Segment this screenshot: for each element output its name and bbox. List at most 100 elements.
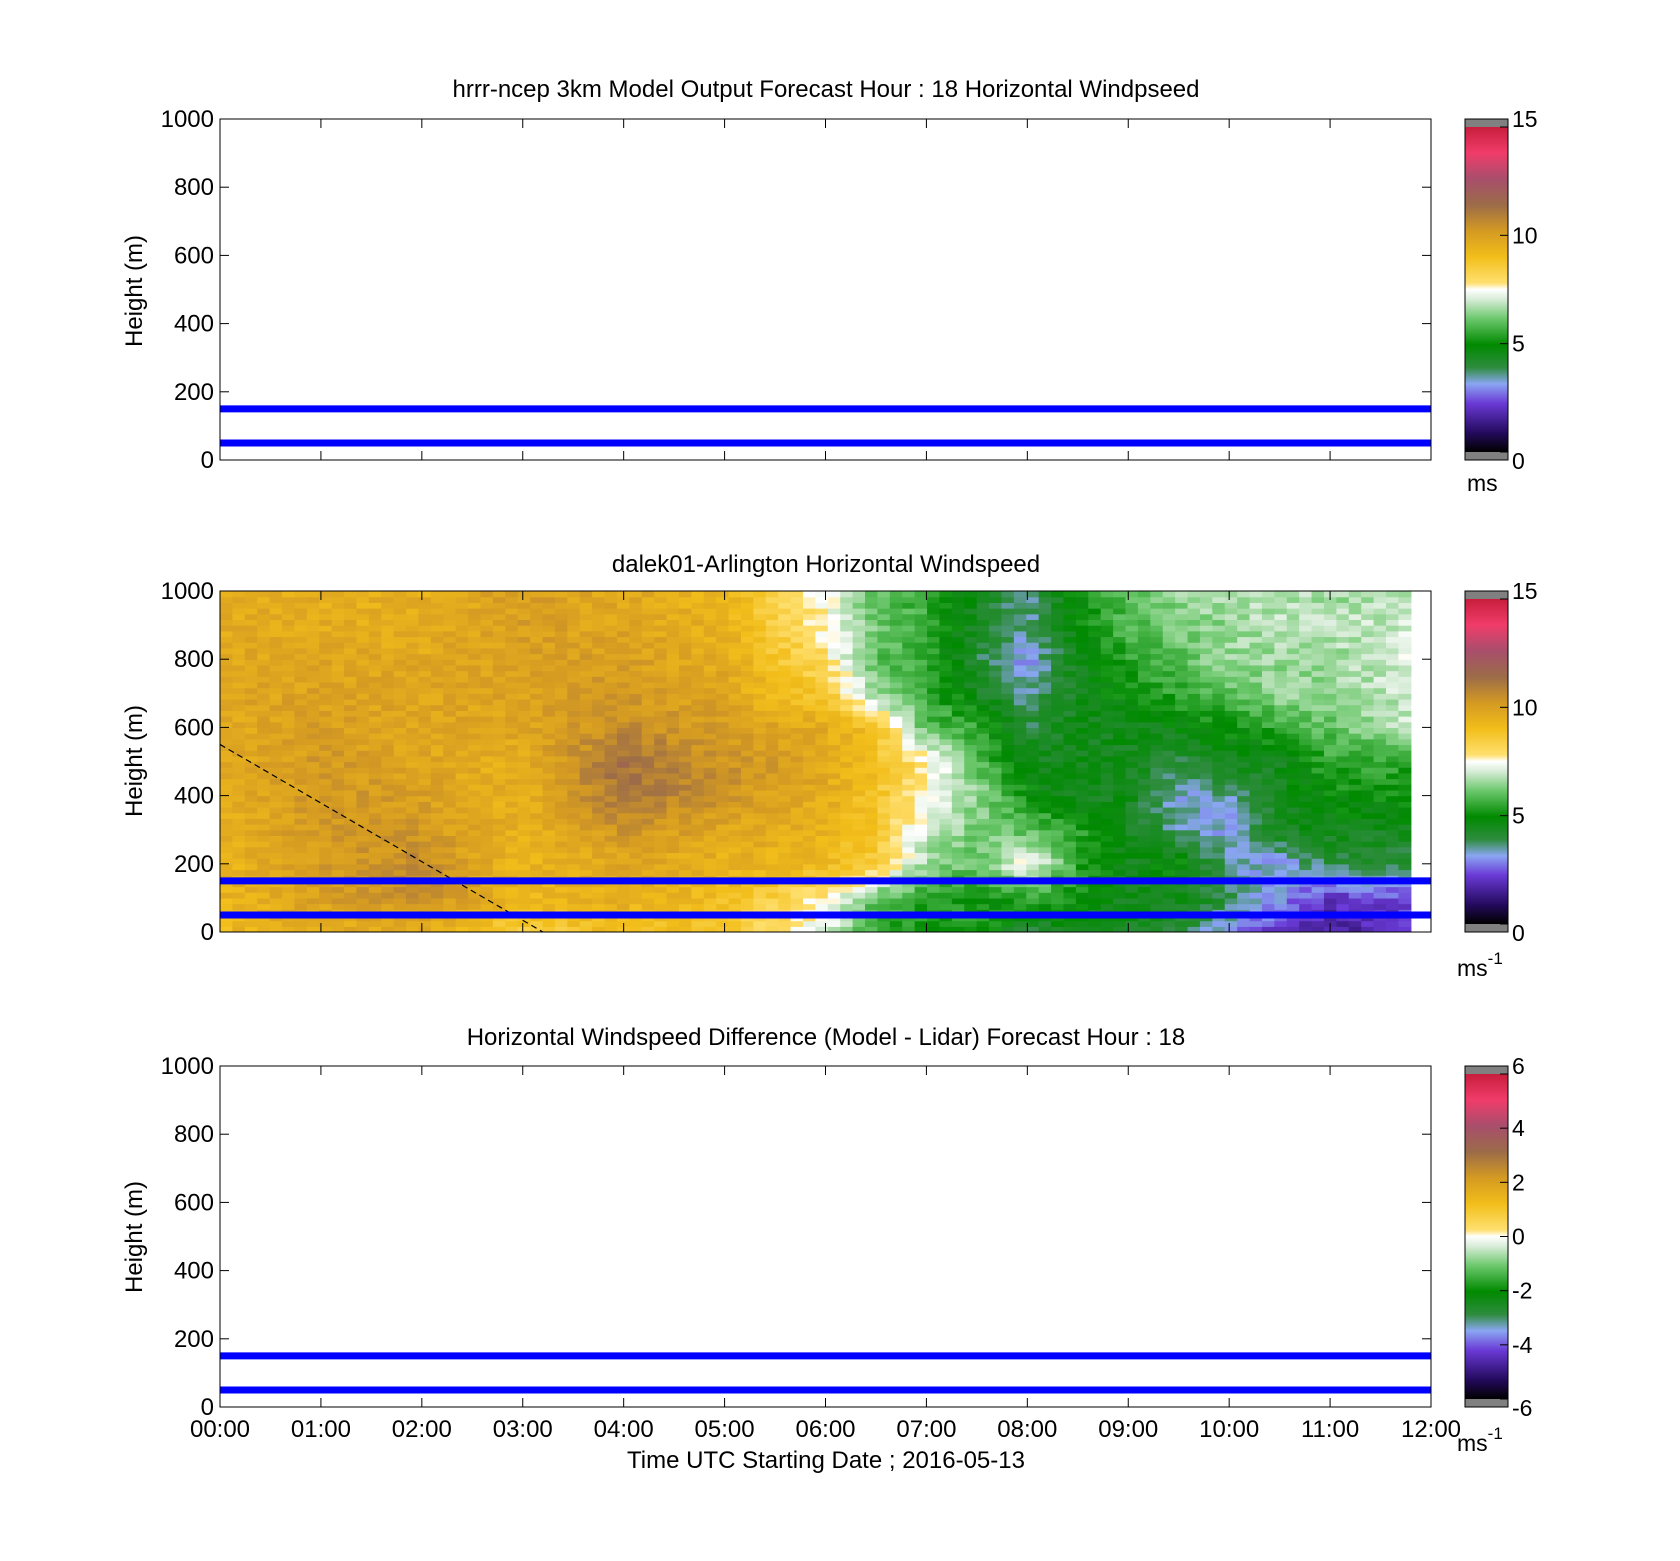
windspeed-cell	[269, 738, 283, 746]
windspeed-cell	[331, 767, 345, 774]
windspeed-cell	[554, 829, 568, 836]
windspeed-cell	[1187, 772, 1201, 780]
windspeed-cell	[530, 789, 544, 797]
windspeed-cell	[827, 806, 841, 814]
windspeed-cell	[914, 767, 928, 774]
windspeed-cell	[865, 687, 879, 694]
windspeed-cell	[232, 846, 246, 854]
windspeed-cell	[976, 869, 990, 876]
windspeed-cell	[244, 824, 258, 831]
windspeed-cell	[430, 596, 444, 603]
windspeed-cell	[852, 892, 866, 899]
windspeed-cell	[1150, 778, 1164, 785]
windspeed-cell	[554, 869, 568, 876]
windspeed-cell	[678, 863, 692, 871]
windspeed-cell	[716, 755, 730, 763]
windspeed-cell	[306, 897, 320, 905]
windspeed-cell	[889, 664, 903, 672]
windspeed-cell	[257, 602, 271, 609]
windspeed-cell	[1026, 716, 1040, 723]
windspeed-cell	[716, 789, 730, 797]
windspeed-cell	[356, 591, 370, 598]
windspeed-cell	[691, 806, 705, 814]
windspeed-cell	[889, 613, 903, 621]
windspeed-cell	[368, 744, 382, 751]
windspeed-cell	[319, 784, 333, 791]
windspeed-cell	[468, 687, 482, 694]
windspeed-cell	[356, 903, 370, 910]
windspeed-cell	[740, 761, 754, 768]
windspeed-cell	[592, 863, 606, 871]
windspeed-cell	[1224, 602, 1238, 609]
windspeed-cell	[269, 642, 283, 649]
windspeed-cell	[989, 761, 1003, 768]
windspeed-cell	[976, 608, 990, 615]
windspeed-cell	[1113, 659, 1127, 666]
windspeed-cell	[641, 846, 655, 854]
windspeed-cell	[393, 676, 407, 683]
windspeed-cell	[368, 903, 382, 910]
windspeed-cell	[269, 784, 283, 791]
windspeed-cell	[852, 681, 866, 689]
windspeed-cell	[381, 869, 395, 876]
windspeed-cell	[443, 812, 457, 819]
windspeed-cell	[418, 716, 432, 723]
windspeed-cell	[517, 858, 531, 865]
windspeed-cell	[468, 681, 482, 689]
windspeed-cell	[827, 670, 841, 677]
windspeed-cell	[629, 892, 643, 899]
windspeed-cell	[815, 619, 829, 626]
windspeed-cell	[877, 886, 891, 893]
windspeed-cell	[1100, 812, 1114, 819]
windspeed-cell	[716, 608, 730, 615]
windspeed-cell	[418, 636, 432, 643]
windspeed-cell	[852, 608, 866, 615]
windspeed-cell	[257, 681, 271, 689]
windspeed-cell	[803, 744, 817, 751]
windspeed-cell	[592, 812, 606, 819]
windspeed-cell	[505, 647, 519, 655]
windspeed-cell	[257, 886, 271, 893]
windspeed-cell	[914, 681, 928, 689]
windspeed-cell	[406, 716, 420, 723]
windspeed-cell	[331, 653, 345, 660]
windspeed-cell	[740, 744, 754, 751]
windspeed-cell	[381, 772, 395, 780]
windspeed-cell	[1137, 863, 1151, 871]
windspeed-cell	[542, 835, 556, 842]
windspeed-cell	[852, 744, 866, 751]
windspeed-cell	[406, 664, 420, 672]
windspeed-cell	[889, 693, 903, 700]
windspeed-cell	[368, 653, 382, 660]
windspeed-cell	[1150, 738, 1164, 746]
windspeed-cell	[1075, 630, 1089, 638]
windspeed-cell	[393, 824, 407, 831]
windspeed-cell	[406, 704, 420, 711]
windspeed-cell	[282, 596, 296, 603]
windspeed-cell	[1237, 892, 1251, 899]
windspeed-cell	[1100, 716, 1114, 723]
windspeed-cell	[939, 869, 953, 876]
windspeed-cell	[740, 721, 754, 728]
windspeed-cell	[666, 789, 680, 797]
windspeed-cell	[244, 903, 258, 910]
windspeed-cell	[678, 897, 692, 905]
windspeed-cell	[443, 892, 457, 899]
windspeed-cell	[1001, 693, 1015, 700]
windspeed-cell	[430, 801, 444, 808]
windspeed-cell	[1137, 858, 1151, 865]
windspeed-cell	[430, 608, 444, 615]
windspeed-cell	[1212, 681, 1226, 689]
windspeed-cell	[1075, 806, 1089, 814]
windspeed-cell	[641, 926, 655, 932]
windspeed-cell	[1100, 892, 1114, 899]
windspeed-cell	[257, 653, 271, 660]
windspeed-cell	[244, 613, 258, 621]
windspeed-cell	[1150, 801, 1164, 808]
windspeed-cell	[815, 676, 829, 683]
windspeed-cell	[1187, 920, 1201, 927]
windspeed-cell	[753, 920, 767, 927]
windspeed-cell	[406, 852, 420, 859]
windspeed-cell	[1175, 920, 1189, 927]
windspeed-cell	[232, 886, 246, 893]
